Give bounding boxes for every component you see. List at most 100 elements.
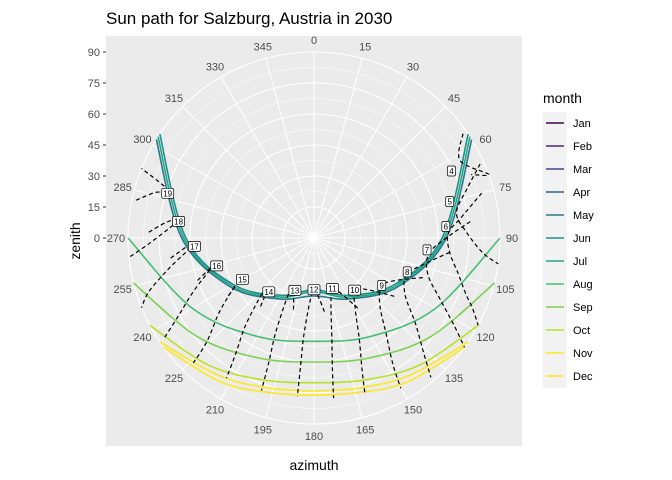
azimuth-tick-label: 165 — [356, 424, 374, 436]
hour-label-box — [402, 266, 412, 278]
azimuth-tick-label: 195 — [254, 424, 272, 436]
azimuth-tick-label: 255 — [114, 284, 132, 296]
hour-label-box — [262, 286, 276, 298]
legend-label: Jun — [573, 233, 591, 245]
chart-title: Sun path for Salzburg, Austria in 2030 — [106, 9, 392, 28]
grid-spoke — [313, 106, 446, 239]
analemma-hour-7 — [425, 221, 471, 348]
azimuth-tick-label: 270 — [107, 233, 125, 245]
hour-label-box — [447, 165, 456, 177]
azimuth-tick-label: 345 — [254, 42, 272, 54]
hour-label: 12 — [310, 286, 319, 295]
grid-spoke — [313, 237, 446, 370]
azimuth-tick-label: 330 — [206, 62, 224, 74]
hour-labels: 4 5 6 7 8 9 10 11 12 13 14 15 16 17 18 19 — [161, 165, 456, 298]
grid-spoke — [220, 76, 315, 239]
azimuth-tick-label: 30 — [407, 62, 419, 74]
hour-label: 14 — [264, 288, 273, 297]
analemma-hour-11 — [330, 287, 359, 399]
azimuth-tick-label: 240 — [133, 332, 151, 344]
grid-spoke — [313, 189, 494, 239]
hour-label-box — [348, 284, 362, 296]
hour-label-box — [188, 241, 201, 252]
hour-label-box — [236, 273, 249, 285]
hour-label-box — [422, 244, 432, 256]
zenith-tick-label: 75 — [88, 78, 100, 90]
hour-label-box — [307, 284, 321, 296]
hour-label: 8 — [405, 268, 410, 277]
grid-spoke — [182, 106, 315, 239]
analemma-hour-9 — [378, 277, 423, 389]
month-path-nov — [159, 341, 469, 392]
azimuth-tick-label: 75 — [499, 182, 511, 194]
grid-spoke — [313, 237, 408, 400]
hour-label-box — [210, 260, 224, 272]
legend-items: Jan Feb Mar Apr May Jun Jul Aug Sep Oct Nov Dec — [543, 112, 594, 388]
legend-label: Jan — [573, 118, 591, 130]
zenith-tick-label: 30 — [88, 171, 100, 183]
y-axis-title: zenith — [67, 222, 83, 259]
month-path-sep — [132, 282, 496, 363]
hour-label-box — [441, 221, 451, 232]
month-path-oct — [149, 324, 479, 384]
azimuth-tick-label: 60 — [479, 134, 491, 146]
grid-spoke — [265, 58, 315, 239]
hour-label: 17 — [190, 242, 199, 251]
hour-label: 10 — [350, 286, 359, 295]
hour-label-box — [161, 187, 175, 199]
hour-label: 16 — [212, 262, 221, 271]
azimuth-tick-label: 285 — [114, 182, 132, 194]
hour-label: 7 — [425, 246, 430, 255]
legend-label: Jul — [573, 256, 587, 268]
month-path-aug — [127, 237, 501, 343]
zenith-tick-label: 15 — [88, 202, 100, 214]
grid-spoke — [313, 237, 363, 418]
hour-label: 4 — [449, 167, 454, 176]
analemma-hour-12 — [296, 288, 325, 397]
hour-label: 19 — [163, 189, 172, 198]
hour-label: 9 — [379, 281, 384, 290]
azimuth-tick-label: 150 — [404, 405, 422, 417]
x-axis-title: azimuth — [289, 457, 338, 473]
azimuth-tick-label: 0 — [311, 35, 317, 47]
legend-key-background — [543, 112, 567, 388]
legend-label: Apr — [573, 187, 590, 199]
azimuth-axis: 0153045607590105120135150165180195210225… — [107, 35, 518, 443]
zenith-axis: 0 15 30 45 60 75 90 — [88, 47, 106, 245]
hour-label: 18 — [174, 217, 183, 226]
legend-label: Dec — [573, 371, 593, 383]
legend-label: Aug — [573, 279, 593, 291]
hour-label-box — [172, 216, 185, 227]
grid-spoke — [313, 144, 476, 239]
hour-label: 6 — [444, 223, 449, 232]
grid-spoke — [152, 144, 315, 239]
grid-spoke — [313, 58, 363, 239]
grid-spoke — [313, 237, 494, 287]
legend-label: May — [573, 210, 594, 222]
azimuth-tick-label: 225 — [165, 373, 183, 385]
zenith-tick-label: 60 — [88, 109, 100, 121]
azimuth-tick-label: 45 — [448, 93, 460, 105]
analemma-hour-10 — [353, 287, 395, 396]
analemma-hour-4 — [457, 133, 490, 177]
hour-label-box — [326, 283, 339, 294]
grid-spoke — [182, 237, 315, 370]
grid-spoke — [265, 237, 315, 418]
zenith-tick-label: 90 — [88, 47, 100, 59]
hour-label-box — [377, 280, 387, 291]
azimuth-tick-label: 90 — [506, 233, 518, 245]
azimuth-tick-label: 15 — [359, 42, 371, 54]
grid-spoke — [313, 76, 408, 239]
zenith-tick-label: 45 — [88, 140, 100, 152]
hour-label: 13 — [290, 286, 299, 295]
legend-label: Nov — [573, 348, 593, 360]
analemma-hour-8 — [403, 251, 450, 378]
analemma-hour-5 — [455, 163, 499, 265]
grid-spoke — [220, 237, 315, 400]
azimuth-tick-label: 105 — [496, 284, 514, 296]
azimuth-tick-label: 315 — [165, 93, 183, 105]
azimuth-tick-label: 180 — [305, 431, 323, 443]
hour-label-box — [288, 285, 302, 296]
legend: month Jan Feb Mar Apr May Jun Jul Aug Sep Oct Nov D… — [543, 90, 594, 388]
